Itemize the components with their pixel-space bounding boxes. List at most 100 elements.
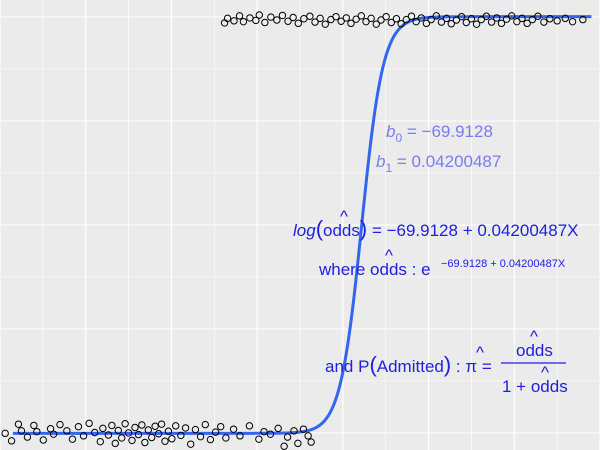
- data-point: [229, 425, 238, 433]
- data-point: [196, 432, 205, 441]
- data-point: [337, 17, 345, 25]
- data-point: [39, 436, 47, 444]
- data-point: [278, 11, 287, 20]
- data-point: [151, 422, 159, 430]
- data-point: [487, 18, 496, 26]
- data-point: [223, 14, 232, 23]
- data-point: [513, 17, 521, 26]
- data-point: [457, 12, 466, 21]
- data-point: [246, 14, 254, 22]
- data-point: [144, 426, 152, 434]
- data-point: [252, 16, 260, 25]
- data-point: [561, 14, 569, 23]
- data-point: [290, 427, 298, 435]
- data-point: [357, 12, 365, 20]
- data-point: [352, 15, 360, 23]
- data-point: [422, 19, 431, 28]
- data-point: [68, 435, 77, 443]
- data-point: [528, 15, 536, 24]
- data-point: [407, 12, 416, 20]
- data-point: [260, 427, 268, 436]
- data-point: [467, 15, 476, 23]
- data-point: [161, 437, 169, 445]
- fraction-denominator: 1 + odds: [502, 377, 568, 396]
- data-point: [392, 15, 401, 23]
- data-point: [462, 18, 470, 27]
- data-point: [148, 433, 156, 442]
- data-point: [311, 18, 319, 26]
- data-point: [33, 427, 41, 436]
- data-point: [412, 17, 420, 26]
- data-point: [332, 12, 340, 21]
- data-point: [294, 439, 302, 448]
- data-point: [63, 427, 71, 435]
- data-point: [437, 18, 446, 26]
- data-point: [124, 429, 133, 437]
- data-point: [377, 16, 385, 24]
- data-point: [177, 431, 185, 440]
- data-point: [553, 17, 561, 25]
- data-point: [118, 434, 126, 442]
- data-point: [397, 20, 405, 28]
- data-point: [255, 11, 263, 19]
- data-point: [104, 431, 113, 439]
- data-point: [96, 437, 104, 446]
- data-point: [235, 12, 244, 20]
- data-point: [138, 421, 146, 429]
- data-point: [108, 421, 116, 430]
- data-point: [299, 425, 308, 433]
- data-point: [306, 12, 314, 20]
- data-point: [321, 20, 329, 28]
- data-point: [85, 419, 93, 428]
- data-point: [372, 20, 380, 28]
- data-point: [201, 420, 209, 429]
- data-point: [99, 424, 107, 433]
- data-point: [534, 12, 542, 20]
- data-point: [402, 15, 410, 24]
- data-point: [206, 435, 215, 444]
- data-point: [452, 16, 461, 24]
- data-point: [518, 14, 526, 23]
- hat-where-odds: ^: [385, 246, 393, 265]
- data-point: [579, 15, 587, 24]
- data-point: [432, 12, 440, 20]
- data-point: [1, 429, 9, 438]
- data-point: [131, 423, 139, 432]
- data-point: [17, 427, 26, 435]
- log-odds-equation: log(odds) = −69.9128 + 0.04200487X: [293, 216, 579, 241]
- data-point: [49, 430, 58, 438]
- where-exponent: −69.9128 + 0.04200487X: [441, 258, 566, 270]
- b0-annotation: b0 = −69.9128: [386, 122, 493, 145]
- data-point: [274, 424, 282, 433]
- data-point: [427, 15, 435, 24]
- data-point: [211, 428, 220, 436]
- data-point: [217, 422, 225, 431]
- data-point: [181, 424, 190, 432]
- data-point: [141, 438, 149, 447]
- data-point: [300, 15, 308, 23]
- hat-denominator: ^: [541, 363, 549, 382]
- data-point: [266, 430, 275, 438]
- data-point: [261, 18, 269, 27]
- data-point: [74, 422, 83, 431]
- data-point: [482, 12, 491, 20]
- data-point: [508, 12, 516, 20]
- data-point: [342, 14, 350, 22]
- data-point: [273, 16, 281, 24]
- data-point: [91, 428, 99, 437]
- data-point: [304, 432, 312, 440]
- data-point: [447, 20, 455, 28]
- data-point: [222, 434, 230, 442]
- data-point: [280, 442, 288, 450]
- data-point: [289, 13, 297, 22]
- data-point: [168, 435, 176, 443]
- data-point: [472, 20, 481, 28]
- fraction-numerator: odds: [516, 341, 553, 360]
- data-point: [540, 18, 548, 26]
- data-point: [307, 438, 315, 446]
- data-point: [187, 440, 195, 448]
- data-point: [442, 14, 451, 23]
- data-point: [283, 433, 292, 441]
- data-point: [128, 436, 136, 445]
- data-points: [1, 11, 587, 450]
